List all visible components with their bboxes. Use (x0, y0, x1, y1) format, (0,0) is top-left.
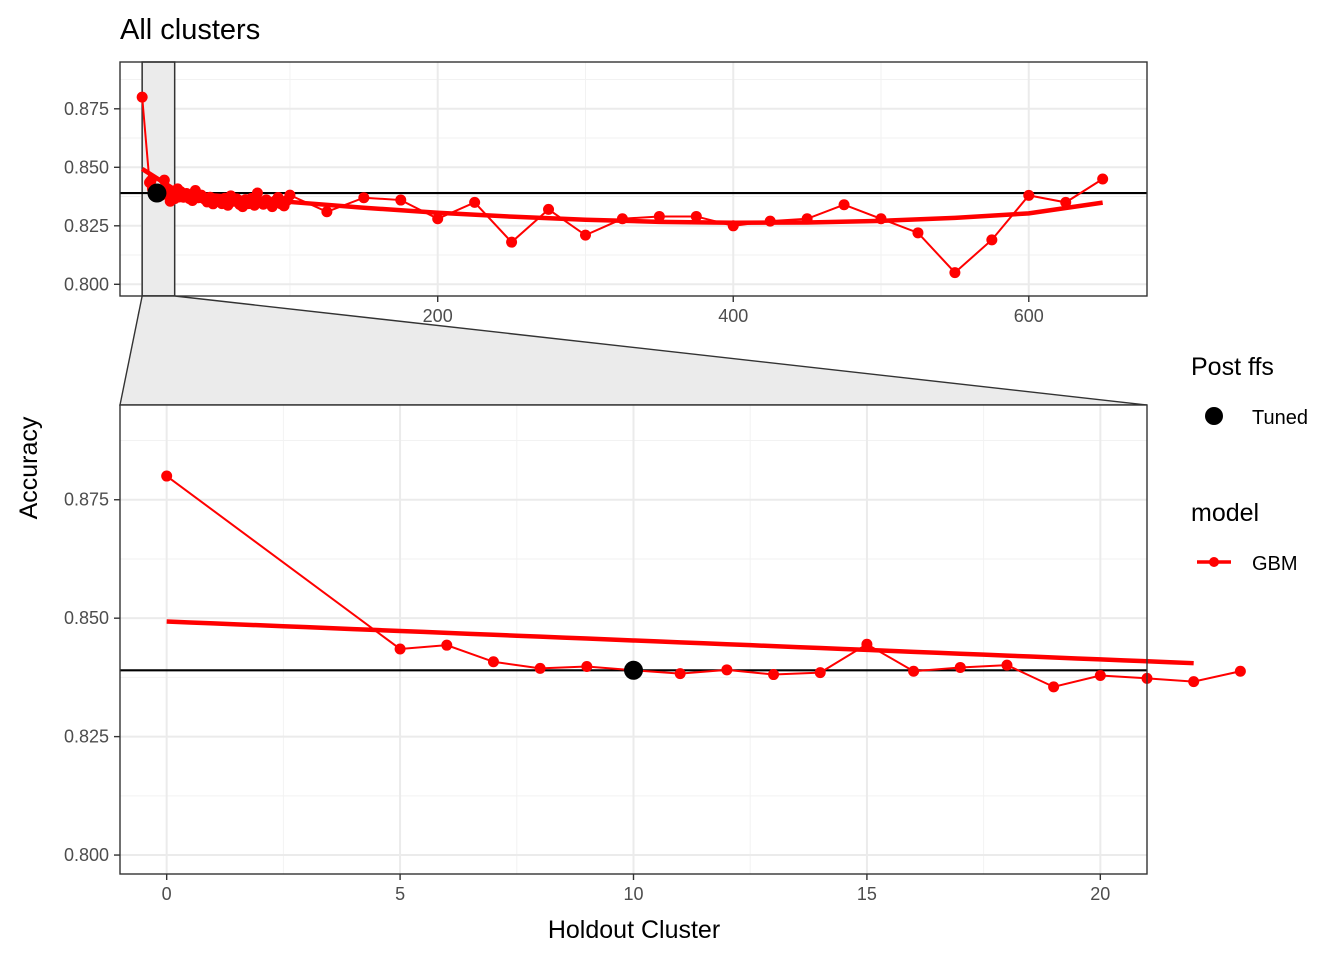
trend-line-gbm (166, 619, 1194, 666)
data-point-gbm (1097, 173, 1109, 185)
series-line-gbm (166, 475, 1241, 688)
y-tick-label: 0.800 (64, 845, 109, 865)
x-axis-title: Holdout Cluster (548, 916, 720, 944)
tuned-point (624, 660, 643, 680)
y-tick-label: 0.875 (64, 490, 109, 510)
data-point-gbm (579, 229, 591, 241)
data-point-gbm (814, 667, 826, 679)
zoom-tuned-group (624, 660, 643, 680)
zoom-trend-group (166, 619, 1194, 666)
data-point-gbm (251, 187, 263, 199)
x-tick-label: 200 (423, 306, 453, 326)
data-point-gbm (986, 234, 998, 246)
data-point-gbm (395, 194, 407, 206)
top-panel-border (119, 61, 1148, 297)
data-point-gbm (581, 661, 593, 673)
data-point-gbm (838, 199, 850, 211)
data-point-gbm (1060, 196, 1072, 208)
data-point-gbm (506, 236, 518, 248)
data-point-gbm (1001, 659, 1013, 671)
zoom-panel: 0.800 0.825 0.850 0.875 0 5 10 15 20 (64, 404, 1246, 904)
data-point-gbm (394, 643, 406, 655)
y-tick-label: 0.875 (64, 99, 109, 119)
y-tick-label: 0.850 (64, 157, 109, 177)
zoom-connector (119, 295, 1148, 406)
data-point-gbm (136, 91, 148, 103)
data-point-gbm (1023, 189, 1035, 201)
data-point-gbm (653, 210, 665, 222)
legend-title-post-ffs: Post ffs (1191, 353, 1274, 381)
zoom-panel-axes: 0.800 0.825 0.850 0.875 0 5 10 15 20 (64, 490, 1110, 904)
x-tick-label: 15 (857, 884, 877, 904)
x-tick-label: 10 (623, 884, 643, 904)
data-point-gbm (768, 669, 780, 681)
y-tick-label: 0.800 (64, 274, 109, 294)
y-tick-label: 0.825 (64, 216, 109, 236)
legend-label-gbm: GBM (1252, 553, 1298, 575)
data-point-gbm (432, 213, 444, 225)
data-point-gbm (441, 639, 453, 651)
data-point-gbm (284, 189, 296, 201)
filled-circle-icon (1205, 407, 1223, 425)
data-point-gbm (321, 206, 333, 218)
data-point-gbm (721, 664, 733, 676)
top-tuned-group (147, 183, 167, 203)
y-axis-title: Accuracy (15, 416, 43, 519)
data-point-gbm (949, 267, 961, 279)
legend-gbm-point-icon (1209, 557, 1219, 567)
data-point-gbm (534, 662, 546, 674)
data-point-gbm (954, 661, 966, 673)
data-point-gbm (1234, 665, 1246, 677)
top-trend-group (140, 167, 1103, 226)
chart-title: All clusters (120, 14, 260, 46)
tuned-point (147, 183, 167, 203)
data-point-gbm (908, 665, 920, 677)
x-tick-label: 600 (1014, 306, 1044, 326)
x-tick-label: 5 (395, 884, 405, 904)
x-tick-label: 400 (718, 306, 748, 326)
data-point-gbm (543, 203, 555, 215)
data-point-gbm (674, 668, 686, 680)
trend-line-gbm (140, 167, 1103, 226)
legend: Post ffs Tuned model GBM (1191, 353, 1308, 575)
y-tick-label: 0.850 (64, 608, 109, 628)
data-point-gbm (487, 656, 499, 668)
legend-title-model: model (1191, 499, 1259, 527)
data-point-gbm (358, 192, 370, 204)
data-point-gbm (1048, 681, 1060, 693)
data-point-gbm (690, 210, 702, 222)
x-tick-label: 0 (162, 884, 172, 904)
data-point-gbm (161, 470, 173, 482)
data-point-gbm (912, 227, 924, 239)
top-panel-background (120, 62, 1147, 296)
data-point-gbm (861, 638, 873, 650)
data-point-gbm (1094, 670, 1106, 682)
y-tick-label: 0.825 (64, 727, 109, 747)
x-tick-label: 20 (1090, 884, 1110, 904)
legend-label-tuned: Tuned (1252, 407, 1308, 429)
data-point-gbm (469, 196, 481, 208)
data-point-gbm (1188, 676, 1200, 688)
